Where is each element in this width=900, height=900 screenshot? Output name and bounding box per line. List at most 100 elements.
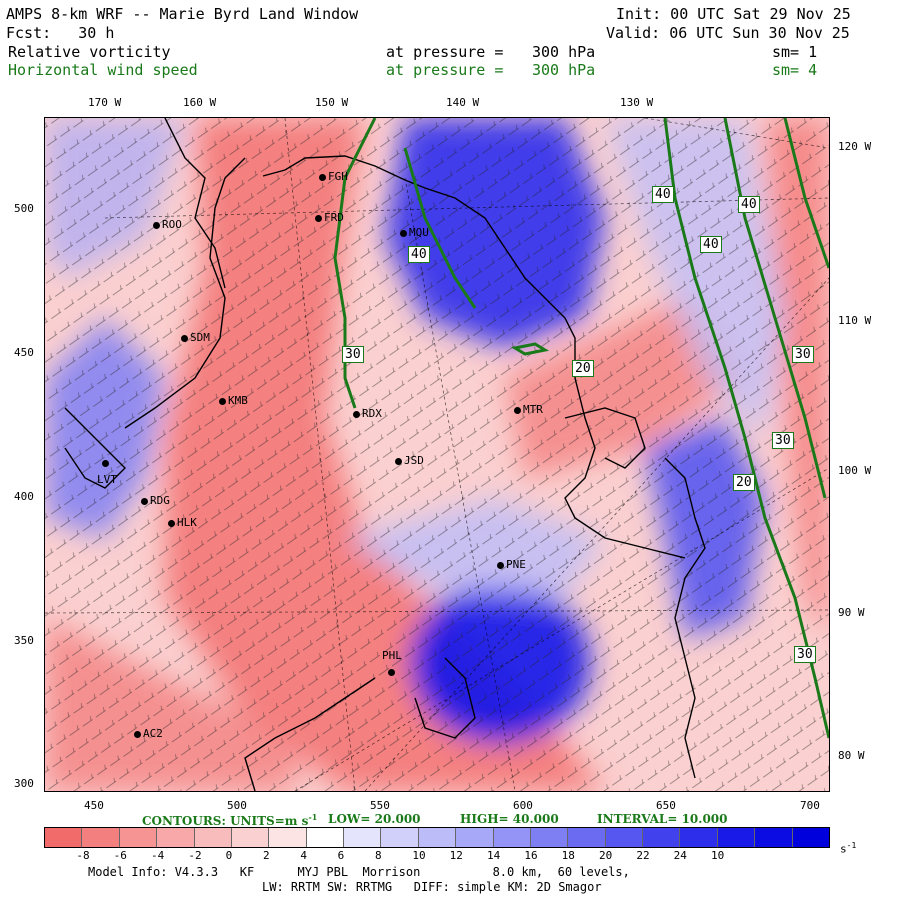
- map-panel: [44, 117, 830, 792]
- field2-pressure: 300 hPa: [532, 61, 596, 79]
- x-axis-label: 450: [84, 799, 104, 812]
- color-swatch: [493, 828, 531, 847]
- color-scale-label: -6: [113, 849, 127, 862]
- contours-low: LOW= 20.000: [328, 812, 421, 826]
- station-label: KMB: [228, 394, 248, 407]
- lon-label-right: 80 W: [838, 749, 865, 762]
- color-swatch: [381, 828, 419, 847]
- station-lvt-label: LVT: [97, 473, 117, 486]
- station-label: RDX: [362, 407, 382, 420]
- station-phl: [388, 665, 397, 678]
- lon-label-right: 120 W: [838, 140, 872, 153]
- station-label: MTR: [523, 403, 543, 416]
- field2-pressure-label: at pressure =: [386, 61, 504, 79]
- color-scale-label: 2: [263, 849, 270, 862]
- field1-smoothing: sm= 1: [772, 43, 818, 61]
- station-label: MQU: [409, 226, 429, 239]
- contour-label: 20: [572, 360, 594, 377]
- station-label: PNE: [506, 558, 526, 571]
- contour-label: 40: [738, 196, 760, 213]
- contour-label: 20: [733, 474, 755, 491]
- x-axis-label: 600: [513, 799, 533, 812]
- y-axis-label: 350: [14, 634, 34, 647]
- color-scale-label: -2: [188, 849, 202, 862]
- station-label: FRD: [324, 211, 344, 224]
- graticule: [45, 118, 829, 791]
- lon-label-top: 170 W: [88, 96, 122, 109]
- lon-label-right: 100 W: [838, 464, 872, 477]
- station-marker-icon: [514, 406, 521, 414]
- y-axis-label: 300: [14, 777, 34, 790]
- color-swatch: [344, 828, 382, 847]
- color-scale-label: 6: [337, 849, 345, 862]
- station-rdg: RDG: [141, 494, 170, 507]
- station-mqu: MQU: [400, 226, 429, 239]
- color-swatch: [643, 828, 681, 847]
- contours-interval: INTERVAL= 10.000: [597, 812, 728, 826]
- coastline: [64, 118, 706, 791]
- color-swatch: [456, 828, 494, 847]
- station-marker-icon: [395, 457, 402, 465]
- contour-label: 30: [792, 346, 814, 363]
- station-label: JSD: [404, 454, 424, 467]
- y-axis-label: 400: [14, 490, 34, 503]
- station-marker-icon: [141, 497, 148, 505]
- color-scale-label: 4: [300, 849, 307, 862]
- color-scale-label: 24: [673, 849, 687, 862]
- field1-name: Relative vorticity: [8, 43, 171, 61]
- station-ac2: AC2: [134, 727, 163, 740]
- color-scale-label: 10: [711, 849, 725, 862]
- station-lvt: [102, 456, 111, 469]
- color-swatch: [82, 828, 120, 847]
- contour-label: 40: [652, 186, 674, 203]
- station-roo: ROO: [153, 218, 182, 231]
- color-scale-label: 22: [636, 849, 650, 862]
- station-label: SDM: [190, 331, 210, 344]
- color-scale-unit: s-1: [840, 841, 856, 856]
- station-marker-icon: [153, 221, 160, 229]
- station-jsd: JSD: [395, 454, 424, 467]
- init-time: Init: 00 UTC Sat 29 Nov 25: [616, 5, 851, 23]
- color-scale-label: -8: [76, 849, 90, 862]
- color-scale-label: 0: [225, 849, 233, 862]
- station-frd: FRD: [315, 211, 344, 224]
- units-exponent: -1: [308, 812, 318, 822]
- contour-label: 30: [772, 432, 794, 449]
- station-marker-icon: [388, 668, 395, 676]
- station-mtr: MTR: [514, 403, 543, 416]
- station-label: ROO: [162, 218, 182, 231]
- station-pne: PNE: [497, 558, 526, 571]
- contour-label: 30: [794, 646, 816, 663]
- lon-label-right: 90 W: [838, 606, 865, 619]
- station-label: AC2: [143, 727, 163, 740]
- station-sdm: SDM: [181, 331, 210, 344]
- field1-pressure-label: at pressure =: [386, 43, 504, 61]
- contours-units: CONTOURS: UNITS=m s-1: [142, 812, 317, 828]
- station-marker-icon: [497, 561, 504, 569]
- contours-units-text: CONTOURS: UNITS=m s: [142, 814, 309, 828]
- x-axis-label: 650: [656, 799, 676, 812]
- model-physics: LW: RRTM SW: RRTMG DIFF: simple KM: 2D S…: [262, 880, 602, 894]
- valid-time: Valid: 06 UTC Sun 30 Nov 25: [606, 24, 850, 42]
- color-swatch: [418, 828, 457, 847]
- color-scale-label: 10: [412, 849, 426, 862]
- color-scale-label: 16: [524, 849, 538, 862]
- color-swatch: [194, 828, 232, 847]
- station-marker-icon: [319, 173, 326, 181]
- color-scale-label: -4: [151, 849, 165, 862]
- color-scale-label: 12: [449, 849, 463, 862]
- lon-label-top: 140 W: [446, 96, 480, 109]
- lon-label-top: 160 W: [183, 96, 217, 109]
- color-swatch: [568, 828, 606, 847]
- lon-label-top: 130 W: [620, 96, 654, 109]
- color-scale-label: 18: [561, 849, 575, 862]
- station-marker-icon: [219, 397, 226, 405]
- wind-barbs: [45, 118, 829, 791]
- unit-text: s: [840, 842, 847, 856]
- station-phl-label: PHL: [382, 649, 402, 662]
- contour-label: 40: [700, 236, 722, 253]
- color-scale: [44, 827, 830, 848]
- station-fgh: FGH: [319, 170, 348, 183]
- station-marker-icon: [102, 459, 109, 467]
- station-marker-icon: [315, 214, 322, 222]
